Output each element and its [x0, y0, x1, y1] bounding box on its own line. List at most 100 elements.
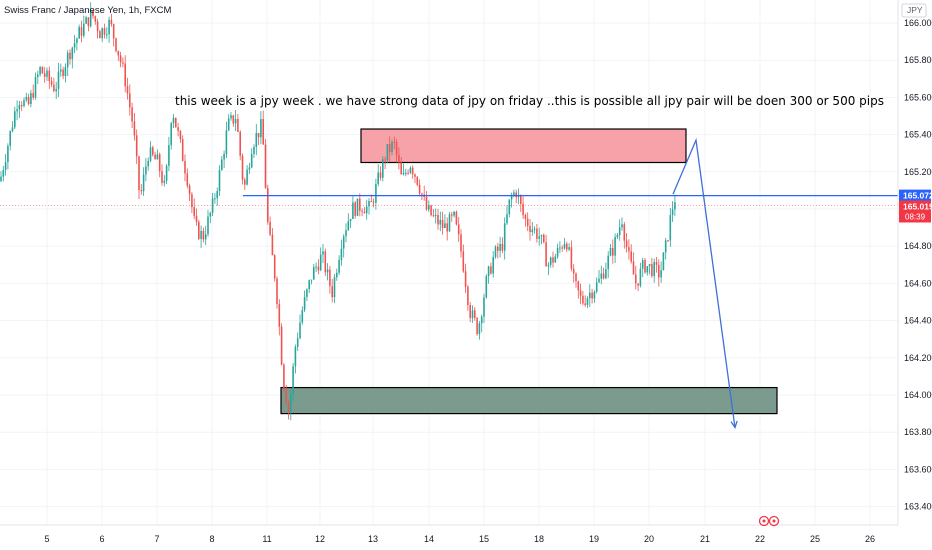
candle-body [48, 70, 51, 82]
candle-body [138, 156, 140, 191]
candle-body [533, 228, 536, 230]
time-tick-label: 8 [209, 534, 214, 544]
candle-body [529, 226, 531, 232]
candle-body [469, 304, 471, 319]
candle-body [524, 215, 527, 219]
candle-body [172, 117, 175, 124]
candle-body [170, 123, 172, 146]
candle-body [462, 251, 465, 272]
time-tick-label: 19 [589, 534, 599, 544]
candle-body [115, 38, 117, 51]
price-axis[interactable]: JPY 166.000 165.800 165.600 165.400 165.200 16… [897, 0, 932, 550]
candle-body [395, 141, 398, 155]
candle-body [658, 264, 660, 278]
candle-body [101, 28, 103, 39]
candle-body [103, 28, 106, 35]
candle-body [540, 234, 543, 237]
candle-body [306, 289, 308, 297]
candle-body [7, 145, 9, 163]
annotation-text[interactable]: this week is a jpy week . we have strong… [175, 94, 884, 108]
economic-event-icon[interactable] [758, 515, 770, 527]
candle-body [506, 214, 508, 224]
last-price-tag[interactable] [899, 200, 931, 223]
candle-body [87, 17, 90, 27]
candle-body [547, 264, 550, 267]
candle-body [329, 269, 331, 287]
candle-body [181, 139, 184, 162]
candle-body [554, 256, 557, 263]
candle-body [2, 170, 5, 177]
candle-body [106, 34, 108, 36]
time-tick-label: 11 [262, 534, 271, 544]
price-tick-label: 163.600 [904, 464, 932, 474]
level-price-tag[interactable] [899, 189, 931, 202]
candle-body [451, 214, 453, 216]
candle-body [237, 119, 239, 132]
candle-body [494, 246, 497, 257]
price-tick-label: 166.000 [904, 18, 932, 28]
candle-body [520, 195, 522, 204]
economic-event-dot-icon [762, 519, 766, 523]
candle-body [336, 272, 338, 278]
candle-body [625, 240, 628, 248]
candle-body [195, 215, 198, 222]
time-tick-label: 6 [99, 534, 104, 544]
candle-body [248, 167, 251, 170]
candle-body [405, 172, 407, 174]
candle-body [386, 144, 389, 161]
candle-body [246, 169, 248, 185]
candle-body [453, 211, 455, 216]
candle-body [609, 247, 612, 256]
candle-body [30, 93, 32, 105]
time-tick-label: 12 [315, 534, 325, 544]
candle-body [618, 227, 621, 236]
candle-body [156, 154, 159, 160]
candle-body [43, 73, 46, 77]
candle-body [421, 193, 423, 195]
price-tick-label: 164.800 [904, 241, 932, 251]
candle-body [163, 180, 166, 183]
currency-box[interactable] [901, 3, 927, 18]
candle-body [27, 96, 30, 105]
candle-body [271, 234, 274, 256]
candle-body [60, 69, 62, 72]
candle-body [464, 271, 467, 287]
candles-layer [0, 2, 676, 421]
support-zone[interactable] [280, 386, 778, 415]
last-price-label: 165.019 [903, 201, 932, 211]
candle-body [428, 205, 430, 210]
candle-body [607, 255, 609, 270]
candle-body [168, 145, 170, 166]
candle-body [354, 202, 356, 216]
candle-body [664, 240, 667, 253]
candle-body [186, 173, 189, 186]
candle-body [216, 191, 218, 199]
price-tick-label: 165.600 [904, 92, 932, 102]
candle-body [561, 247, 563, 249]
candle-body [559, 247, 561, 249]
candle-body [476, 318, 478, 335]
candle-body [37, 74, 39, 78]
resistance-zone[interactable] [360, 128, 687, 164]
projection-arrow[interactable] [672, 137, 736, 428]
time-tick-label: 5 [44, 534, 49, 544]
candle-body [365, 206, 368, 214]
candle-body [96, 21, 99, 32]
time-tick-label: 15 [479, 534, 489, 544]
candle-body [441, 219, 444, 229]
time-tick-label: 25 [810, 534, 820, 544]
time-axis[interactable]: 5 6 7 8 11 12 13 14 15 18 19 20 21 22 25 26 [0, 515, 898, 545]
candle-body [41, 67, 44, 74]
candle-body [324, 251, 327, 273]
price-tick-label: 164.400 [904, 316, 932, 326]
candle-body [85, 17, 87, 24]
candle-body [234, 119, 237, 124]
candle-body [299, 322, 301, 339]
candle-body [586, 298, 589, 305]
candle-body [400, 162, 402, 175]
candle-body [232, 115, 235, 124]
candle-body [474, 310, 476, 319]
economic-event-icon[interactable] [768, 515, 780, 527]
